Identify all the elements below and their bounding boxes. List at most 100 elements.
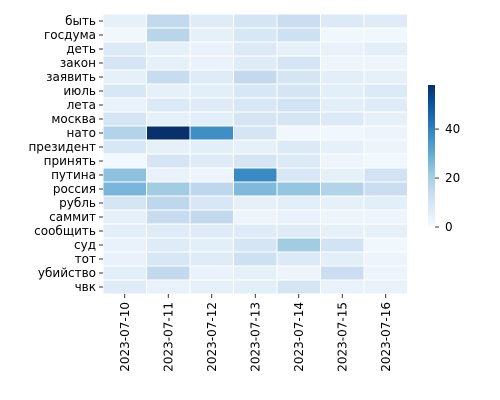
heatmap-cell xyxy=(320,251,365,267)
colorbar-tick-label: 0 xyxy=(445,220,453,234)
heatmap-cell xyxy=(102,279,147,295)
y-tick-labels: бытьгосдумадетьзаконзаявитьиюльлетамоскв… xyxy=(28,14,103,294)
heatmap-cell xyxy=(276,111,321,127)
heatmap-cell xyxy=(189,41,234,57)
heatmap-cell xyxy=(320,195,365,211)
heatmap-cell xyxy=(146,69,191,85)
heatmap-cell xyxy=(146,125,191,141)
heatmap-cell xyxy=(276,27,321,43)
x-tick-labels: 2023-07-10 2023-07-11 2023-07-12 2023-07-13… xyxy=(118,294,393,372)
heatmap-cell xyxy=(233,209,278,225)
colorbar: 0 20 40 xyxy=(428,85,460,234)
heatmap-cell xyxy=(233,167,278,183)
heatmap-cell xyxy=(146,181,191,197)
heatmap-cell xyxy=(320,83,365,99)
heatmap-cell xyxy=(102,167,147,183)
heatmap-cell xyxy=(276,97,321,113)
heatmap-cell xyxy=(363,27,408,43)
y-tick-label: заявить xyxy=(46,70,96,84)
heatmap-cell xyxy=(102,265,147,281)
heatmap-cell xyxy=(146,237,191,253)
heatmap-cell xyxy=(102,27,147,43)
heatmap-cell xyxy=(363,139,408,155)
heatmap-cell xyxy=(276,125,321,141)
heatmap-cell xyxy=(363,153,408,169)
heatmap-cell xyxy=(233,265,278,281)
heatmap-cell xyxy=(320,55,365,71)
heatmap-cell xyxy=(276,55,321,71)
heatmap-cells xyxy=(102,13,408,295)
heatmap-cell xyxy=(146,139,191,155)
heatmap-cell xyxy=(102,83,147,99)
heatmap-cell xyxy=(146,153,191,169)
heatmap-cell xyxy=(102,153,147,169)
heatmap-cell xyxy=(276,139,321,155)
heatmap-cell xyxy=(320,265,365,281)
heatmap-cell xyxy=(233,83,278,99)
y-tick-label: лета xyxy=(67,98,96,112)
heatmap-cell xyxy=(102,223,147,239)
heatmap-cell xyxy=(102,111,147,127)
heatmap-cell xyxy=(233,111,278,127)
heatmap-cell xyxy=(276,181,321,197)
heatmap-cell xyxy=(189,167,234,183)
heatmap-cell xyxy=(233,153,278,169)
heatmap-cell xyxy=(276,13,321,29)
y-tick-label: быть xyxy=(65,14,96,28)
heatmap-cell xyxy=(146,195,191,211)
x-tick-label: 2023-07-11 xyxy=(161,302,175,372)
heatmap-cell xyxy=(102,55,147,71)
heatmap-cell xyxy=(189,55,234,71)
heatmap-cell xyxy=(189,13,234,29)
heatmap-cell xyxy=(233,27,278,43)
heatmap-cell xyxy=(189,139,234,155)
heatmap-cell xyxy=(102,237,147,253)
heatmap-cell xyxy=(146,209,191,225)
heatmap-cell xyxy=(146,265,191,281)
y-tick-label: июль xyxy=(63,84,96,98)
heatmap-cell xyxy=(320,167,365,183)
heatmap-cell xyxy=(102,251,147,267)
heatmap-cell xyxy=(146,97,191,113)
heatmap-cell xyxy=(189,237,234,253)
heatmap-cell xyxy=(363,125,408,141)
x-tick-label: 2023-07-15 xyxy=(335,302,349,372)
heatmap-cell xyxy=(320,13,365,29)
heatmap-cell xyxy=(233,41,278,57)
heatmap-cell xyxy=(189,125,234,141)
heatmap-cell xyxy=(233,223,278,239)
heatmap-cell xyxy=(233,55,278,71)
heatmap-cell xyxy=(363,97,408,113)
colorbar-tick-label: 40 xyxy=(445,122,460,136)
heatmap-cell xyxy=(363,195,408,211)
y-tick-label: россия xyxy=(53,182,96,196)
heatmap-cell xyxy=(320,237,365,253)
heatmap-cell xyxy=(320,279,365,295)
heatmap-cell xyxy=(276,251,321,267)
heatmap-cell xyxy=(363,111,408,127)
y-tick-label: тот xyxy=(75,252,96,266)
heatmap-cell xyxy=(320,27,365,43)
heatmap-cell xyxy=(363,13,408,29)
y-tick-label: рубль xyxy=(59,196,96,210)
colorbar-tick-label: 20 xyxy=(445,171,460,185)
heatmap-cell xyxy=(189,251,234,267)
y-tick-label: чвк xyxy=(75,280,96,294)
heatmap-cell xyxy=(363,279,408,295)
heatmap-cell xyxy=(189,97,234,113)
y-tick-label: деть xyxy=(66,42,96,56)
heatmap-cell xyxy=(102,195,147,211)
x-tick-label: 2023-07-16 xyxy=(379,302,393,372)
heatmap-cell xyxy=(102,41,147,57)
heatmap-cell xyxy=(320,139,365,155)
y-tick-label: саммит xyxy=(49,210,96,224)
heatmap-cell xyxy=(320,111,365,127)
heatmap-cell xyxy=(363,41,408,57)
y-tick-label: убийство xyxy=(38,266,96,280)
y-tick-label: закон xyxy=(60,56,96,70)
heatmap-cell xyxy=(233,237,278,253)
x-tick-label: 2023-07-12 xyxy=(205,302,219,372)
heatmap-cell xyxy=(146,41,191,57)
heatmap-cell xyxy=(102,13,147,29)
